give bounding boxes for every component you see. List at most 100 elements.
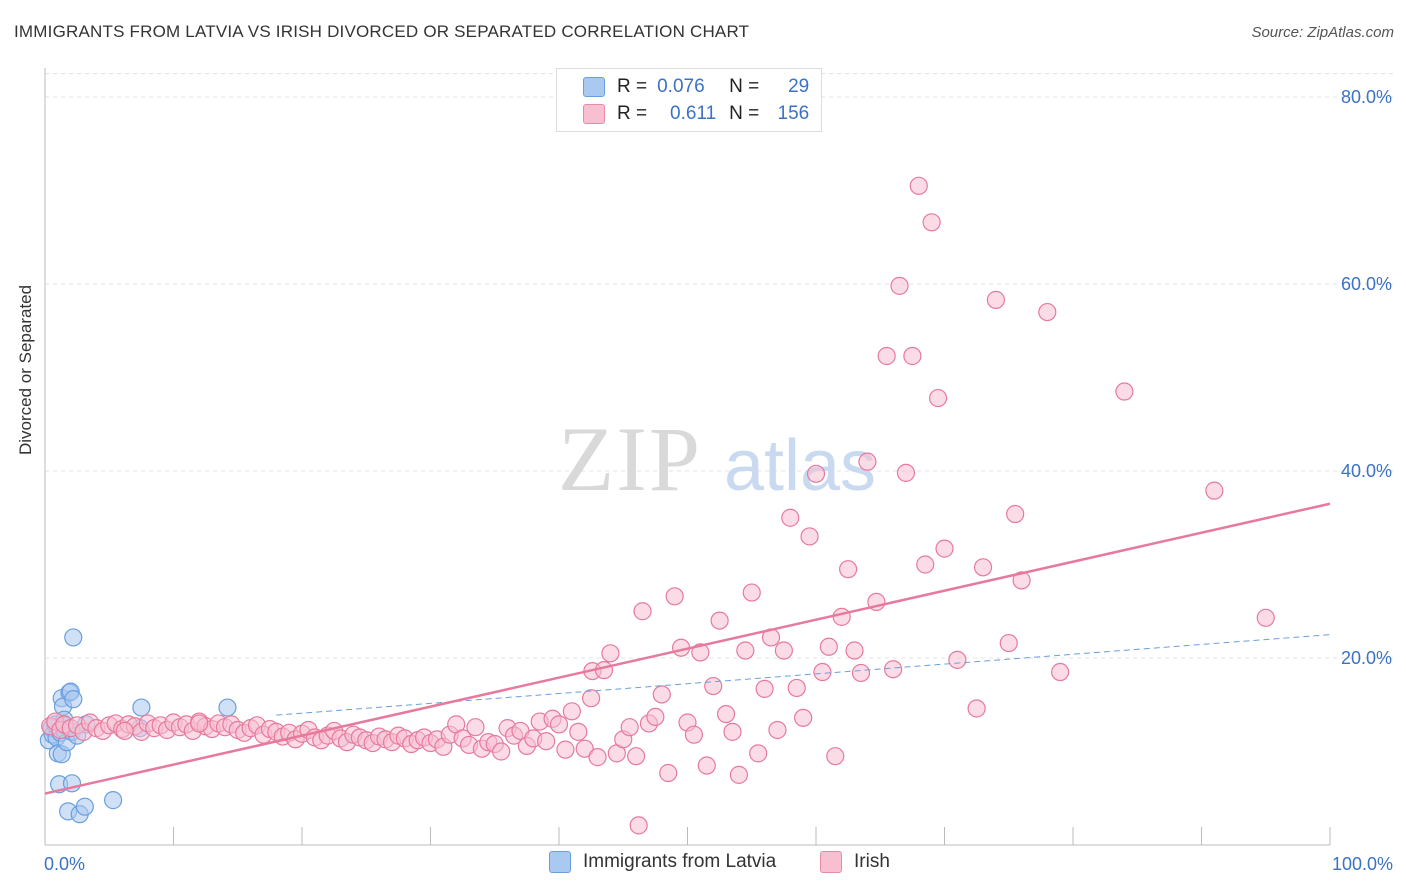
irish-point	[582, 689, 601, 708]
irish-point	[549, 715, 569, 734]
irish-point	[466, 718, 485, 737]
legend-swatch-latvia	[549, 851, 571, 873]
irish-point	[851, 663, 871, 683]
irish-point	[1006, 504, 1025, 524]
y-tick-label: 80.0%	[1341, 87, 1392, 107]
irish-point	[190, 714, 209, 733]
x-tick-label-min: 0.0%	[44, 854, 85, 874]
irish-point	[588, 748, 607, 767]
irish-point	[575, 739, 594, 758]
irish-point	[537, 732, 556, 751]
latvia-trend-line	[276, 634, 1331, 716]
irish-point	[556, 740, 575, 759]
x-tick-label-max: 100.0%	[1332, 854, 1393, 874]
irish-point	[626, 747, 646, 766]
irish-point	[562, 702, 581, 721]
legend-swatch-irish	[583, 104, 605, 124]
correlation-legend: R = 0.076 N = 29 R = 0.611 N = 156	[556, 68, 822, 132]
tick-labels: 20.0% 40.0% 60.0% 80.0% 0.0% 100.0%	[44, 87, 1393, 874]
irish-point	[659, 763, 678, 783]
legend-swatch-irish	[820, 851, 842, 873]
legend-item-irish[interactable]: Irish	[820, 851, 890, 873]
irish-point	[948, 650, 967, 669]
legend-row-irish: R = 0.611 N = 156	[583, 102, 809, 126]
trend-lines	[44, 502, 1331, 795]
irish-point	[858, 452, 877, 471]
latvia-point	[75, 797, 94, 816]
legend-n-label: N =	[729, 76, 760, 97]
irish-point	[1038, 302, 1057, 322]
irish-point	[1205, 481, 1224, 500]
series-legend: Immigrants from Latvia Irish	[0, 851, 1406, 877]
axes	[44, 68, 1331, 846]
irish-point	[594, 661, 614, 680]
legend-item-latvia[interactable]: Immigrants from Latvia	[549, 851, 776, 873]
irish-point	[928, 388, 948, 408]
irish-point	[935, 539, 954, 558]
irish-point	[916, 555, 935, 574]
irish-point	[877, 346, 896, 366]
irish-point	[774, 641, 793, 660]
irish-point	[903, 346, 922, 366]
latvia-point	[218, 698, 237, 717]
y-tick-label: 40.0%	[1341, 461, 1392, 481]
legend-r-value-latvia: 0.076	[657, 76, 705, 97]
legend-n-value-latvia: 29	[788, 76, 810, 97]
y-tick-label: 20.0%	[1341, 648, 1392, 668]
legend-r-value-irish: 0.611	[670, 103, 717, 124]
latvia-point	[104, 791, 123, 810]
irish-point	[813, 662, 832, 682]
legend-r-label: R =	[617, 76, 648, 97]
latvia-point	[64, 690, 83, 709]
legend-label-latvia: Immigrants from Latvia	[583, 851, 777, 872]
irish-point	[973, 558, 993, 577]
irish-point	[896, 463, 916, 482]
irish-point	[633, 602, 652, 621]
irish-point	[115, 721, 134, 741]
irish-trend-line	[44, 502, 1331, 795]
irish-point	[620, 718, 639, 737]
irish-point	[883, 660, 903, 679]
latvia-point	[132, 698, 151, 717]
irish-point	[710, 611, 729, 630]
irish-point	[909, 176, 928, 195]
watermark-atlas: atlas	[724, 426, 876, 506]
irish-point	[716, 704, 736, 724]
irish-point	[806, 464, 826, 483]
irish-point	[922, 213, 941, 232]
irish-point	[819, 637, 838, 656]
legend-n-value-irish: 156	[777, 103, 810, 124]
irish-point	[665, 587, 684, 606]
source-label: Source: ZipAtlas.com	[1251, 24, 1394, 41]
series-irish-points	[41, 176, 1275, 835]
irish-point	[723, 722, 742, 741]
irish-point	[794, 708, 813, 727]
chart-title: IMMIGRANTS FROM LATVIA VS IRISH DIVORCED…	[14, 22, 750, 41]
irish-point	[1051, 662, 1070, 682]
irish-point	[986, 290, 1006, 309]
irish-point	[749, 744, 768, 763]
irish-point	[601, 644, 620, 663]
grid-lines	[45, 73, 1395, 659]
irish-point	[768, 720, 787, 740]
irish-point	[967, 699, 986, 718]
irish-point	[890, 276, 909, 295]
irish-point	[755, 679, 774, 698]
legend-row-latvia: R = 0.076 N = 29	[583, 75, 809, 99]
irish-point	[742, 583, 761, 602]
irish-point	[736, 641, 755, 660]
irish-point	[629, 816, 648, 835]
y-tick-label: 60.0%	[1341, 274, 1392, 294]
irish-point	[787, 678, 806, 698]
irish-point	[697, 756, 716, 775]
watermark-zip: ZIP	[558, 408, 702, 510]
irish-point	[729, 765, 749, 784]
irish-point	[781, 508, 800, 527]
legend-n-label: N =	[729, 103, 760, 124]
irish-point	[691, 643, 710, 662]
irish-point	[800, 527, 819, 546]
irish-point	[839, 560, 858, 579]
legend-swatch-latvia	[583, 77, 605, 97]
irish-point	[492, 742, 511, 761]
